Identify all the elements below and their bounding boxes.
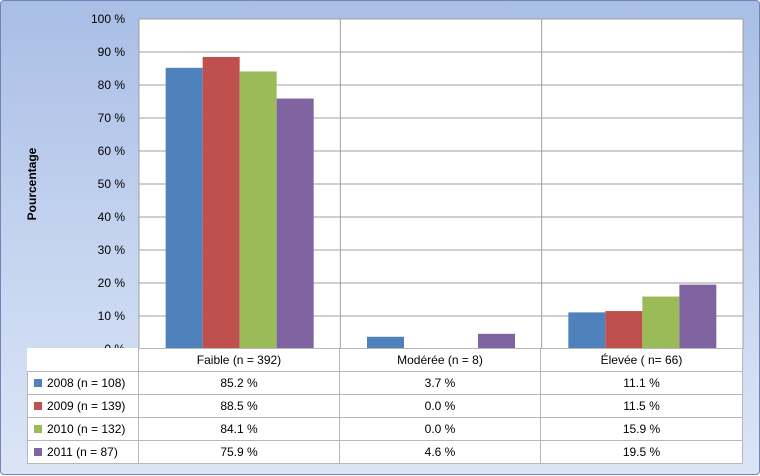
y-axis-label: Pourcentage [25,147,39,220]
bar [642,296,680,349]
table-row: 2010 (n = 132) 84.1 % 0.0 % 15.9 % [27,417,743,441]
series-legend: 2009 (n = 139) [27,394,139,418]
bar [165,67,203,349]
table-row: 2009 (n = 139) 88.5 % 0.0 % 11.5 % [27,394,743,418]
series-legend: 2008 (n = 108) [27,371,139,395]
bar [605,311,643,349]
category-label: Élevée ( n= 66) [540,348,743,372]
y-tick-label: 10 % [98,309,126,323]
data-cell: 4.6 % [339,440,541,464]
series-legend: 2010 (n = 132) [27,417,139,441]
data-cell: 11.1 % [540,371,743,395]
bar [276,98,314,349]
y-tick-label: 20 % [98,276,126,290]
table-row: 2011 (n = 87) 75.9 % 4.6 % 19.5 % [27,440,743,464]
legend-swatch [34,379,42,387]
data-cell: 85.2 % [138,371,340,395]
series-name: 2010 (n = 132) [47,422,126,436]
series-name: 2009 (n = 139) [47,399,126,413]
y-tick-label: 40 % [98,210,126,224]
data-table: Faible (n = 392) Modérée (n = 8) Élevée ( … [27,348,743,464]
y-tick-label: 30 % [98,243,126,257]
bar [568,312,606,349]
y-tick-label: 100 % [91,12,125,26]
table-corner [28,349,139,372]
y-tick-label: 50 % [98,177,126,191]
series-name: 2008 (n = 108) [47,376,126,390]
legend-swatch [34,402,42,410]
legend-swatch [34,425,42,433]
data-cell: 88.5 % [138,394,340,418]
data-cell: 19.5 % [540,440,743,464]
data-cell: 15.9 % [540,417,743,441]
category-label: Faible (n = 392) [138,348,340,372]
series-name: 2011 (n = 87) [47,445,118,459]
data-cell: 84.1 % [138,417,340,441]
data-cell: 75.9 % [138,440,340,464]
data-cell: 3.7 % [339,371,541,395]
y-tick-label: 80 % [98,78,126,92]
bar [478,333,515,349]
legend-swatch [34,448,42,456]
bar [239,71,277,349]
data-cell: 0.0 % [339,417,541,441]
series-legend: 2011 (n = 87) [27,440,139,464]
y-tick-label: 60 % [98,144,126,158]
y-axis-ticks: 0 %10 %20 %30 %40 %50 %60 %70 %80 %90 %1… [91,12,125,356]
category-label: Modérée (n = 8) [339,348,541,372]
data-cell: 0.0 % [339,394,541,418]
y-tick-label: 90 % [98,45,126,59]
bars [165,56,717,349]
bar [367,336,404,349]
table-header-row: Faible (n = 392) Modérée (n = 8) Élevée ( … [28,348,743,372]
table-row: 2008 (n = 108) 85.2 % 3.7 % 11.1 % [27,371,743,395]
y-tick-label: 70 % [98,111,126,125]
bar [679,284,717,349]
data-cell: 11.5 % [540,394,743,418]
bar [202,56,240,349]
